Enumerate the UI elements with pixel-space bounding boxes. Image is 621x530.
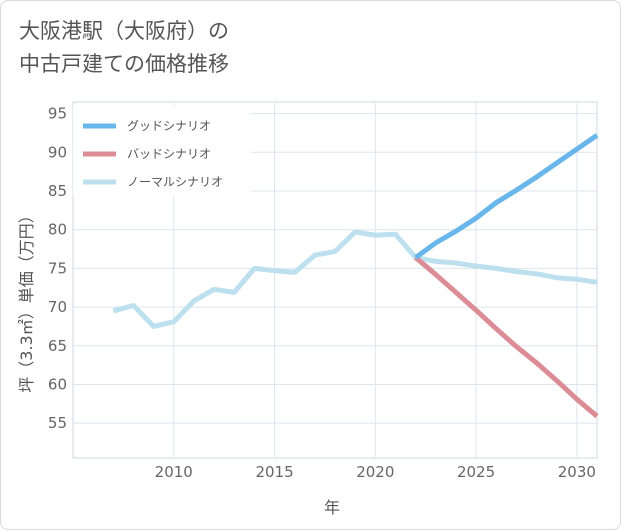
y-tick-label: 75 xyxy=(48,259,67,277)
y-tick-label: 80 xyxy=(48,221,67,239)
y-tick-label: 90 xyxy=(48,143,67,161)
x-tick-label: 2030 xyxy=(558,463,596,481)
x-axis-label: 年 xyxy=(324,498,340,517)
y-tick-label: 95 xyxy=(48,105,67,123)
normal-scenario-legend-label: ノーマルシナリオ xyxy=(127,175,223,189)
y-tick-label: 65 xyxy=(48,337,67,355)
x-tick-label: 2020 xyxy=(356,463,394,481)
y-tick-label: 70 xyxy=(48,298,67,316)
title-line-2: 中古戸建ての価格推移 xyxy=(19,52,229,76)
axis-ticks: 2010 2015 2020 2025 2030 55 60 65 70 75 80 85 90 95 xyxy=(48,105,596,481)
y-tick-label: 85 xyxy=(48,182,67,200)
good-scenario-legend-label: グッドシナリオ xyxy=(127,119,211,133)
good-scenario-line xyxy=(414,133,599,260)
normal-scenario-line xyxy=(112,229,598,329)
x-tick-label: 2015 xyxy=(255,463,293,481)
bad-scenario-line xyxy=(413,255,599,419)
title-line-1: 大阪港駅（大阪府）の xyxy=(19,19,229,43)
y-tick-label: 60 xyxy=(48,375,67,393)
series xyxy=(112,133,599,419)
bad-scenario-legend-label: バッドシナリオ xyxy=(127,147,211,161)
page-title: 大阪港駅（大阪府）の 中古戸建ての価格推移 xyxy=(19,15,229,81)
x-tick-label: 2025 xyxy=(457,463,495,481)
y-tick-label: 55 xyxy=(48,414,67,432)
y-axis-label: 坪（3.3㎡）単価（万円） xyxy=(17,207,36,392)
x-tick-label: 2010 xyxy=(155,463,193,481)
